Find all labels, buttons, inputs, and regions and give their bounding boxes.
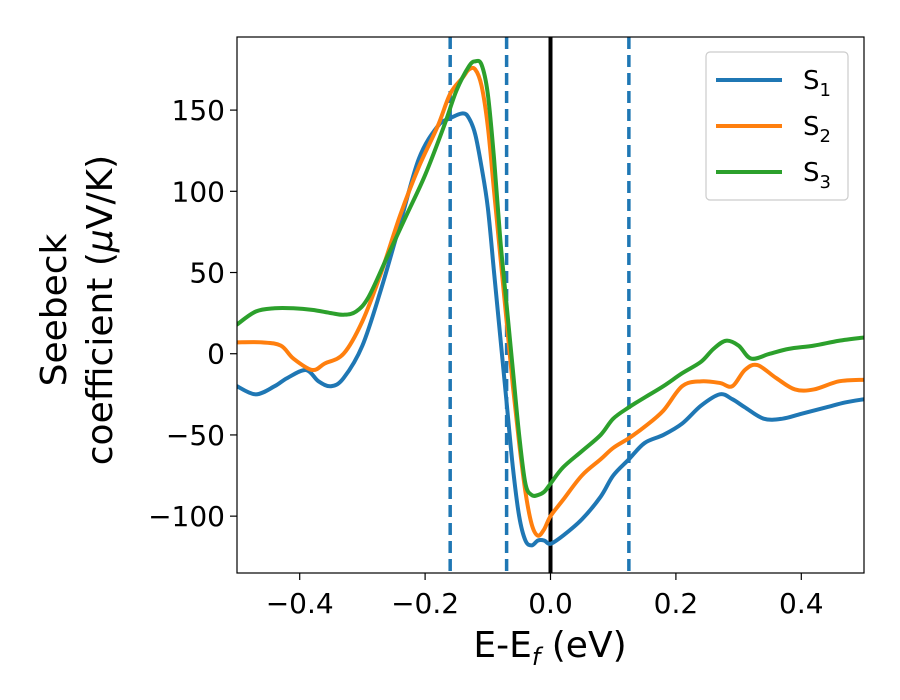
legend-label-main: S: [803, 158, 820, 188]
y-tick-label: 0: [207, 338, 225, 371]
series-line-s3: [237, 58, 864, 499]
series-line-s1: [237, 111, 864, 548]
legend-label-s2: S2: [803, 112, 831, 147]
x-tick-label: 0.4: [779, 587, 824, 620]
plot-frame: [236, 36, 865, 574]
y-tick-label: −100: [148, 500, 225, 533]
y-tick-label: 150: [172, 94, 225, 127]
legend-label-s1: S1: [803, 66, 831, 101]
x-tick-label: −0.2: [391, 587, 459, 620]
y-axis-label-line2: coefficient (μV/K): [80, 155, 121, 465]
legend-label-sub: 2: [820, 126, 831, 147]
x-axis-label: E-Ef (eV): [473, 625, 626, 671]
x-tick-label: 0.0: [528, 587, 573, 620]
y-tick-label: 50: [189, 257, 225, 290]
x-tick-label: −0.4: [266, 587, 334, 620]
y-tick-label: −50: [166, 419, 225, 452]
legend-label-sub: 1: [820, 80, 831, 101]
series-lines: [237, 58, 864, 548]
legend-label-main: S: [803, 112, 820, 142]
x-axis-label-main: E-E: [473, 625, 531, 666]
legend-label-s3: S3: [803, 158, 831, 193]
x-tick-label: 0.2: [654, 587, 699, 620]
y-axis-label-suffix: V/K): [80, 155, 121, 229]
y-axis-label-mu: μ: [80, 229, 121, 253]
legend-label-main: S: [803, 66, 820, 96]
x-axis-label-unit: (eV): [540, 625, 626, 666]
x-axis-ticks: −0.4 −0.2 0.0 0.2 0.4: [266, 573, 824, 620]
y-axis-label: Seebeck coefficient (μV/K): [34, 155, 121, 465]
legend-label-sub: 3: [820, 172, 831, 193]
y-axis-label-prefix: coefficient (: [80, 252, 121, 465]
y-tick-label: 100: [172, 175, 225, 208]
y-axis-label-line1: Seebeck: [34, 233, 75, 386]
y-axis-ticks: −100 −50 0 50 100 150: [148, 94, 237, 533]
